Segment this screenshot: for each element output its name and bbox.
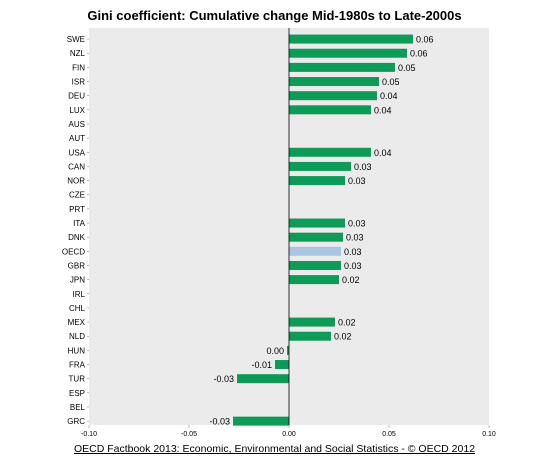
- x-tick-label-2: 0.00: [282, 431, 296, 438]
- category-label-fra: FRA: [69, 361, 86, 370]
- bar-nld: [289, 331, 331, 341]
- bar-dnk: [289, 232, 343, 242]
- data-label-mex: 0.02: [338, 318, 356, 328]
- x-tick-label-1: -0.05: [181, 431, 197, 438]
- bar-grc: [233, 416, 289, 426]
- category-label-nzl: NZL: [70, 49, 86, 58]
- data-label-nor: 0.03: [348, 176, 366, 186]
- category-label-fin: FIN: [72, 63, 85, 72]
- bar-lux: [289, 105, 371, 115]
- data-label-grc: -0.03: [209, 417, 230, 427]
- data-label-isr: 0.05: [382, 77, 400, 87]
- category-label-dnk: DNK: [68, 233, 86, 242]
- category-label-can: CAN: [68, 162, 85, 171]
- bar-fra: [275, 360, 289, 370]
- category-label-prt: PRT: [69, 205, 85, 214]
- data-label-lux: 0.04: [374, 105, 392, 115]
- chart-title: Gini coefficient: Cumulative change Mid-…: [87, 8, 462, 23]
- bar-jpn: [289, 275, 339, 285]
- data-label-tur: -0.03: [213, 374, 234, 384]
- data-label-nld: 0.02: [334, 332, 352, 342]
- bar-usa: [289, 147, 371, 157]
- category-label-ita: ITA: [73, 219, 86, 228]
- x-tick-label-0: -0.10: [81, 431, 97, 438]
- x-tick-label-4: 0.10: [482, 431, 496, 438]
- x-tick-label-3: 0.05: [382, 431, 396, 438]
- bar-oecd: [289, 246, 341, 256]
- category-label-oecd: OECD: [62, 247, 85, 256]
- bar-fin: [289, 62, 395, 72]
- bar-tur: [237, 374, 289, 384]
- category-label-nld: NLD: [69, 332, 85, 341]
- category-label-usa: USA: [69, 148, 86, 157]
- data-label-ita: 0.03: [348, 219, 366, 229]
- category-label-bel: BEL: [70, 403, 86, 412]
- category-label-hun: HUN: [68, 346, 86, 355]
- category-label-aut: AUT: [69, 134, 85, 143]
- data-label-oecd: 0.03: [344, 247, 362, 257]
- source-note[interactable]: OECD Factbook 2013: Economic, Environmen…: [73, 443, 476, 455]
- bar-nzl: [289, 48, 407, 58]
- data-label-fra: -0.01: [251, 360, 272, 370]
- bar-swe: [289, 34, 413, 44]
- category-label-lux: LUX: [69, 106, 85, 115]
- data-label-gbr: 0.03: [344, 261, 362, 271]
- bar-ita: [289, 218, 345, 228]
- category-label-aus: AUS: [69, 120, 85, 129]
- category-label-deu: DEU: [68, 92, 85, 101]
- bar-gbr: [289, 260, 341, 270]
- category-label-esp: ESP: [69, 389, 85, 398]
- category-label-nor: NOR: [67, 177, 85, 186]
- data-label-dnk: 0.03: [346, 233, 364, 243]
- data-label-hun: 0.00: [266, 346, 284, 356]
- category-label-jpn: JPN: [70, 276, 85, 285]
- data-label-jpn: 0.02: [342, 275, 360, 285]
- bar-mex: [289, 317, 335, 327]
- data-label-deu: 0.04: [380, 91, 398, 101]
- data-label-usa: 0.04: [374, 148, 392, 158]
- category-label-tur: TUR: [69, 375, 86, 384]
- bar-deu: [289, 91, 377, 101]
- data-label-swe: 0.06: [416, 35, 434, 45]
- category-label-cze: CZE: [69, 191, 85, 200]
- category-label-irl: IRL: [73, 290, 86, 299]
- category-label-chl: CHL: [69, 304, 86, 313]
- category-label-mex: MEX: [68, 318, 86, 327]
- data-label-can: 0.03: [354, 162, 372, 172]
- bar-hun: [287, 345, 289, 355]
- data-label-nzl: 0.06: [410, 49, 428, 59]
- data-label-fin: 0.05: [398, 63, 416, 73]
- category-label-gbr: GBR: [68, 261, 86, 270]
- category-label-grc: GRC: [67, 417, 85, 426]
- bar-can: [289, 161, 351, 171]
- bar-isr: [289, 77, 379, 87]
- category-label-isr: ISR: [72, 78, 86, 87]
- category-label-swe: SWE: [67, 35, 85, 44]
- bar-nor: [289, 176, 345, 186]
